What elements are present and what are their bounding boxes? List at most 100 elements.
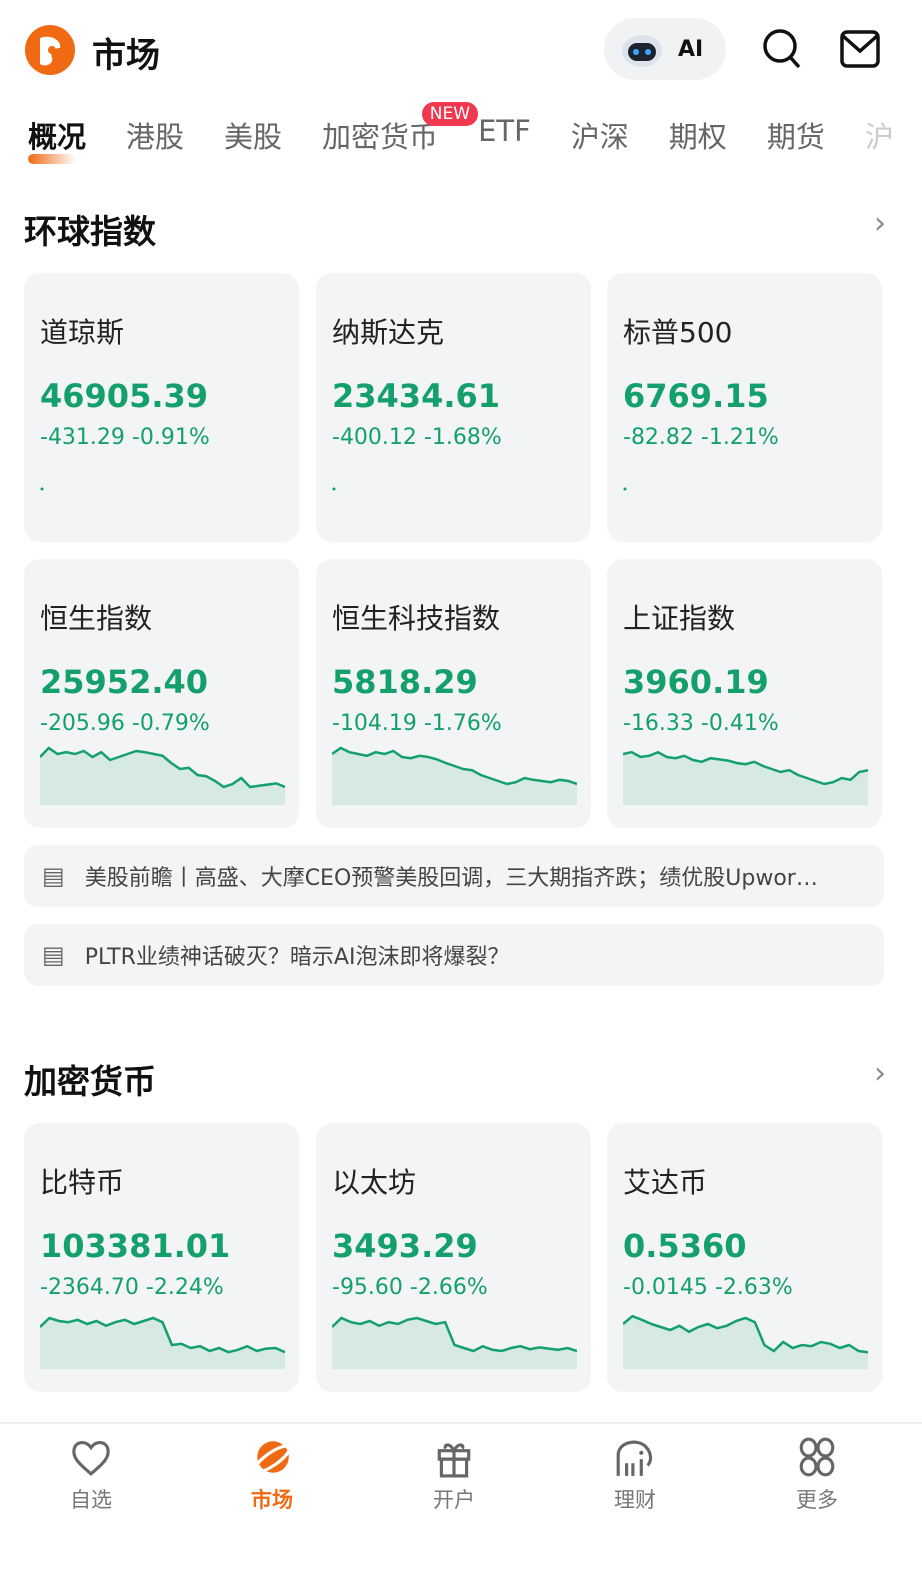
index-price: 103381.01 xyxy=(40,1227,231,1265)
tab-label: 港股 xyxy=(126,120,185,154)
sparkline xyxy=(332,1316,577,1369)
sparkline-area xyxy=(332,748,577,805)
article-icon: ▤ xyxy=(42,941,65,969)
index-card[interactable]: 道琼斯 46905.39 -431.29 -0.91% xyxy=(24,273,299,542)
tab-5[interactable]: 沪深 xyxy=(571,114,629,156)
index-change: -205.96 -0.79% xyxy=(40,711,210,736)
index-price: 6769.15 xyxy=(623,377,769,415)
sparkline-line xyxy=(40,1316,285,1354)
global-indices-title: 环球指数 xyxy=(24,212,156,251)
index-price: 23434.61 xyxy=(332,377,501,415)
index-change: -2364.70 -2.24% xyxy=(40,1275,224,1300)
article-icon: ▤ xyxy=(42,862,65,890)
tab-0[interactable]: 概况 xyxy=(28,114,86,164)
index-change: -16.33 -0.41% xyxy=(623,711,779,736)
index-price: 0.5360 xyxy=(623,1227,747,1265)
ai-label: AI xyxy=(678,36,704,62)
chevron-right-icon[interactable]: › xyxy=(874,206,886,241)
sparkline-line xyxy=(332,746,577,786)
sparkline-area xyxy=(623,752,868,805)
search-icon[interactable] xyxy=(762,28,802,70)
chevron-right-icon[interactable]: › xyxy=(874,1056,886,1091)
index-card[interactable]: 恒生科技指数 5818.29 -104.19 -1.76% xyxy=(316,559,591,828)
tab-label: 期权 xyxy=(668,120,727,154)
index-change: -400.12 -1.68% xyxy=(332,425,502,450)
tab-label: ETF xyxy=(478,114,531,148)
tab-label: 美股 xyxy=(224,120,283,154)
index-change: -104.19 -1.76% xyxy=(332,711,502,736)
index-card[interactable]: 以太坊 3493.29 -95.60 -2.66% xyxy=(316,1123,591,1392)
mail-icon[interactable] xyxy=(840,30,880,68)
index-name: 比特币 xyxy=(40,1166,125,1199)
index-price: 3960.19 xyxy=(623,663,769,701)
sparkline xyxy=(332,487,336,491)
index-name: 上证指数 xyxy=(623,602,736,635)
sparkline xyxy=(40,487,44,491)
index-name: 标普500 xyxy=(623,316,733,349)
tab-label: 期货 xyxy=(766,120,825,154)
tab-1[interactable]: 港股 xyxy=(126,114,184,156)
index-price: 25952.40 xyxy=(40,663,209,701)
index-card[interactable]: 标普500 6769.15 -82.82 -1.21% xyxy=(607,273,882,542)
sparkline xyxy=(40,746,285,805)
nav-item-2[interactable]: 开户 xyxy=(394,1436,514,1514)
index-card[interactable]: 恒生指数 25952.40 -205.96 -0.79% xyxy=(24,559,299,828)
sparkline xyxy=(623,750,868,805)
sparkline-area xyxy=(623,1316,868,1369)
tab-label: 加密货币 xyxy=(322,120,439,154)
crypto-title: 加密货币 xyxy=(24,1062,156,1101)
sparkline-area xyxy=(40,1318,285,1369)
market-tabs: 概况 港股 美股 加密货币 NEW ETF 沪深 期权 期货 沪 xyxy=(28,102,922,164)
page-title: 市场 xyxy=(92,36,160,76)
sparkline-area xyxy=(40,748,285,805)
nav-item-0[interactable]: 自选 xyxy=(31,1436,151,1514)
index-name: 艾达币 xyxy=(623,1166,708,1199)
news-item[interactable]: ▤ PLTR业绩神话破灭？暗示AI泡沫即将爆裂？ xyxy=(24,924,884,986)
nav-item-4[interactable]: 更多 xyxy=(757,1436,877,1514)
nav-label: 更多 xyxy=(796,1488,838,1512)
new-badge: NEW xyxy=(421,102,479,126)
nav-item-1[interactable]: 市场 xyxy=(212,1436,332,1514)
tab-label: 沪 xyxy=(864,120,894,154)
index-name: 纳斯达克 xyxy=(332,316,445,349)
index-change: -431.29 -0.91% xyxy=(40,425,210,450)
elephant-icon xyxy=(616,1440,653,1476)
bottom-nav: 自选 市场 开户 理财 更多 xyxy=(0,1422,922,1592)
app-logo-icon xyxy=(25,25,75,75)
index-change: -82.82 -1.21% xyxy=(623,425,779,450)
tab-7[interactable]: 期货 xyxy=(767,114,825,156)
nav-item-3[interactable]: 理财 xyxy=(575,1436,695,1514)
grid-icon xyxy=(799,1437,835,1477)
robot-icon xyxy=(622,35,662,67)
sparkline xyxy=(623,487,627,491)
nav-label: 市场 xyxy=(251,1488,293,1512)
sparkline-line xyxy=(40,746,285,789)
sparkline-line xyxy=(623,750,868,786)
sparkline-dot xyxy=(40,487,44,491)
index-card[interactable]: 艾达币 0.5360 -0.0145 -2.63% xyxy=(607,1123,882,1392)
nav-label: 自选 xyxy=(70,1488,112,1512)
sparkline-line xyxy=(623,1314,868,1354)
index-name: 恒生指数 xyxy=(40,602,153,635)
index-card[interactable]: 比特币 103381.01 -2364.70 -2.24% xyxy=(24,1123,299,1392)
sparkline-line xyxy=(332,1316,577,1353)
ai-assistant-button[interactable]: AI xyxy=(604,18,726,80)
index-name: 以太坊 xyxy=(332,1166,417,1199)
sparkline-area xyxy=(332,1318,577,1369)
tab-label: 沪深 xyxy=(570,120,629,154)
tab-8[interactable]: 沪 xyxy=(865,114,894,156)
gift-icon xyxy=(437,1443,471,1478)
tab-3[interactable]: 加密货币 NEW xyxy=(322,102,479,156)
index-card[interactable]: 纳斯达克 23434.61 -400.12 -1.68% xyxy=(316,273,591,542)
planet-icon xyxy=(252,1441,292,1474)
tab-4[interactable]: ETF xyxy=(478,114,531,156)
index-name: 道琼斯 xyxy=(40,316,125,349)
news-item[interactable]: ▤ 美股前瞻丨高盛、大摩CEO预警美股回调，三大期指齐跌；绩优股Upwor… xyxy=(24,845,884,907)
tab-2[interactable]: 美股 xyxy=(224,114,282,156)
tab-6[interactable]: 期权 xyxy=(669,114,727,156)
index-name: 恒生科技指数 xyxy=(332,602,501,635)
sparkline-dot xyxy=(623,487,627,491)
index-change: -95.60 -2.66% xyxy=(332,1275,488,1300)
index-card[interactable]: 上证指数 3960.19 -16.33 -0.41% xyxy=(607,559,882,828)
sparkline xyxy=(332,746,577,805)
